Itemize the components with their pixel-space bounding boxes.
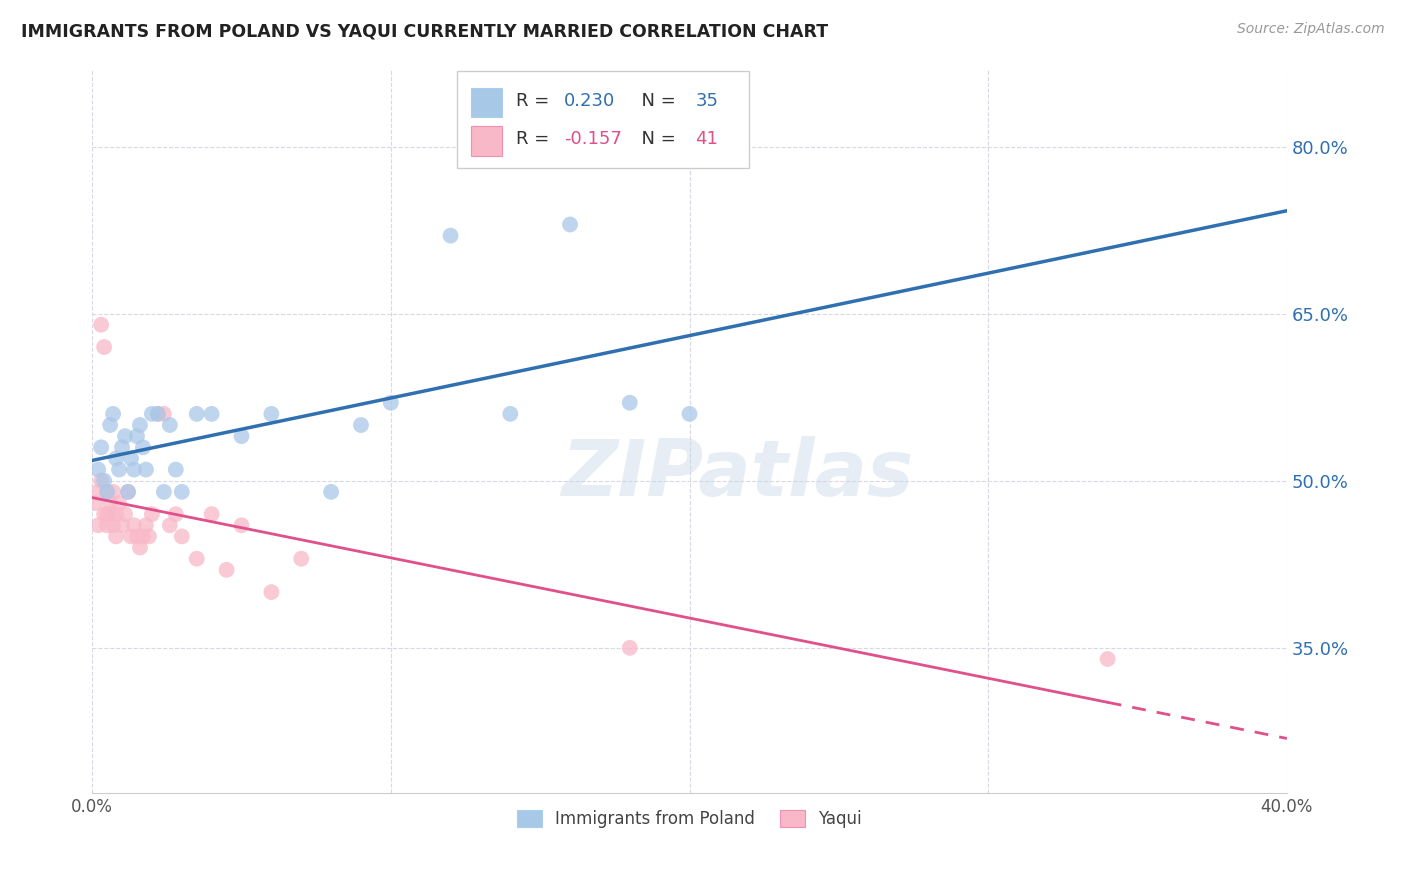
Point [93, 474, 115, 488]
Point [619, 395, 641, 409]
Point [153, 407, 176, 421]
Point [499, 407, 522, 421]
Point [122, 518, 145, 533]
Point [290, 551, 312, 566]
Point [146, 407, 169, 421]
Point [101, 484, 124, 499]
Point [90, 440, 112, 454]
Point [141, 407, 163, 421]
Point [129, 417, 152, 432]
Point [135, 462, 157, 476]
Point [93, 507, 115, 521]
Point [105, 451, 128, 466]
Point [108, 496, 131, 510]
Point [96, 518, 118, 533]
Point [439, 228, 461, 243]
Legend: Immigrants from Poland, Yaqui: Immigrants from Poland, Yaqui [510, 804, 869, 835]
Point [260, 407, 283, 421]
Point [165, 462, 187, 476]
Text: N =: N = [630, 92, 682, 110]
Point [231, 429, 253, 443]
Point [170, 529, 193, 543]
Text: 0.230: 0.230 [564, 92, 616, 110]
Point [132, 440, 155, 454]
Point [93, 340, 115, 354]
Point [215, 563, 238, 577]
Point [96, 507, 118, 521]
Point [135, 518, 157, 533]
Point [87, 518, 110, 533]
Text: 41: 41 [696, 130, 718, 148]
Point [201, 507, 224, 521]
Point [90, 474, 112, 488]
Point [138, 529, 160, 543]
FancyBboxPatch shape [471, 88, 502, 118]
Text: R =: R = [516, 92, 555, 110]
Point [231, 518, 253, 533]
Point [84, 496, 107, 510]
Text: 35: 35 [696, 92, 718, 110]
Point [678, 407, 700, 421]
Point [146, 407, 169, 421]
Point [141, 507, 163, 521]
Point [129, 541, 152, 555]
Point [120, 529, 142, 543]
Point [350, 417, 373, 432]
Point [159, 518, 181, 533]
Point [108, 462, 131, 476]
Point [114, 507, 136, 521]
Text: ZIPatlas: ZIPatlas [561, 436, 914, 512]
FancyBboxPatch shape [471, 127, 502, 156]
Point [117, 484, 139, 499]
Point [96, 484, 118, 499]
Point [101, 407, 124, 421]
Point [114, 429, 136, 443]
Text: IMMIGRANTS FROM POLAND VS YAQUI CURRENTLY MARRIED CORRELATION CHART: IMMIGRANTS FROM POLAND VS YAQUI CURRENTL… [21, 22, 828, 40]
Point [122, 462, 145, 476]
Point [111, 518, 134, 533]
Point [96, 484, 118, 499]
Point [105, 507, 128, 521]
Point [105, 529, 128, 543]
Point [117, 484, 139, 499]
Point [201, 407, 224, 421]
Point [132, 529, 155, 543]
Text: -0.157: -0.157 [564, 130, 621, 148]
Point [125, 429, 148, 443]
Point [101, 518, 124, 533]
Point [1097, 652, 1119, 666]
Point [558, 218, 581, 232]
Point [90, 318, 112, 332]
Point [319, 484, 342, 499]
Point [619, 640, 641, 655]
Point [186, 551, 208, 566]
FancyBboxPatch shape [457, 70, 749, 169]
Text: N =: N = [630, 130, 682, 148]
Point [98, 496, 121, 510]
Point [153, 484, 176, 499]
Point [170, 484, 193, 499]
Point [260, 585, 283, 599]
Point [87, 484, 110, 499]
Text: R =: R = [516, 130, 555, 148]
Point [111, 440, 134, 454]
Point [186, 407, 208, 421]
Point [159, 417, 181, 432]
Text: Source: ZipAtlas.com: Source: ZipAtlas.com [1237, 22, 1385, 37]
Point [125, 529, 148, 543]
Point [87, 462, 110, 476]
Point [98, 507, 121, 521]
Point [380, 395, 402, 409]
Point [98, 417, 121, 432]
Point [120, 451, 142, 466]
Point [165, 507, 187, 521]
